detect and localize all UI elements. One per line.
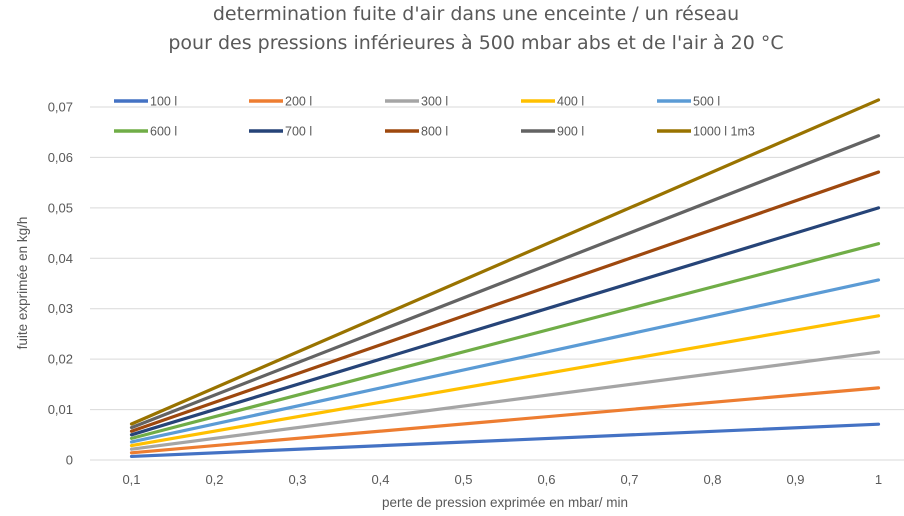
series-line [129,422,881,459]
y-tick-label: 0,05 [48,200,73,215]
axes: 0 0,01 0,02 0,03 0,04 0,05 0,06 0,07 0,1 0,2 0,3 0,… [48,100,904,487]
x-tick-label: 1 [875,472,882,487]
y-tick-label: 0,03 [48,301,73,316]
legend-item: 100 l [114,95,177,109]
chart-title-line-2: pour des pressions inférieures à 500 mba… [168,32,783,54]
gridlines [90,106,904,411]
y-tick-label: 0,01 [48,402,73,417]
legend-label: 1000 l 1m3 [693,125,755,139]
legend-label: 700 l [285,125,312,139]
legend-item: 300 l [385,95,448,109]
y-tick-label: 0,02 [48,352,73,367]
x-tick-label: 0,7 [620,472,638,487]
x-tick-label: 0,1 [122,472,140,487]
legend-item: 500 l [657,95,720,109]
series-line [129,350,881,451]
legend-label: 200 l [285,95,312,109]
series-line [129,98,881,426]
series-line [129,242,881,440]
legend-item: 600 l [114,125,177,139]
legend-label: 500 l [693,95,720,109]
legend-item: 1000 l 1m3 [657,125,755,139]
series-line [129,170,881,433]
series-lines [129,98,881,459]
legend: 100 l 200 l 300 l 400 l 500 l 600 l 700 l 800 l… [114,95,755,139]
legend-label: 100 l [150,95,177,109]
series-line [129,206,881,437]
y-axis-title: fuite exprimée en kg/h [15,217,30,350]
series-line [129,134,881,430]
series-line [129,314,881,448]
legend-item: 200 l [249,95,312,109]
x-axis-title: perte de pression exprimée en mbar/ min [382,495,628,510]
x-tick-label: 0,9 [786,472,804,487]
legend-item: 400 l [521,95,584,109]
x-tick-label: 0,6 [537,472,555,487]
legend-item: 900 l [521,125,584,139]
y-tick-label: 0 [66,453,73,468]
legend-item: 700 l [249,125,312,139]
chart-title: determination fuite d'air dans une encei… [168,3,783,54]
legend-label: 900 l [557,125,584,139]
legend-label: 600 l [150,125,177,139]
legend-label: 800 l [421,125,448,139]
series-line [129,386,881,455]
x-tick-label: 0,4 [371,472,389,487]
legend-label: 400 l [557,95,584,109]
y-tick-label: 0,04 [48,251,73,266]
x-tick-label: 0,3 [288,472,306,487]
legend-label: 300 l [421,95,448,109]
x-tick-label: 0,8 [703,472,721,487]
chart-title-line-1: determination fuite d'air dans une encei… [213,3,739,25]
x-tick-label: 0,2 [205,472,223,487]
y-tick-label: 0,06 [48,150,73,165]
legend-item: 800 l [385,125,448,139]
series-line [129,278,881,444]
y-tick-label: 0,07 [48,100,73,115]
x-tick-label: 0,5 [454,472,472,487]
